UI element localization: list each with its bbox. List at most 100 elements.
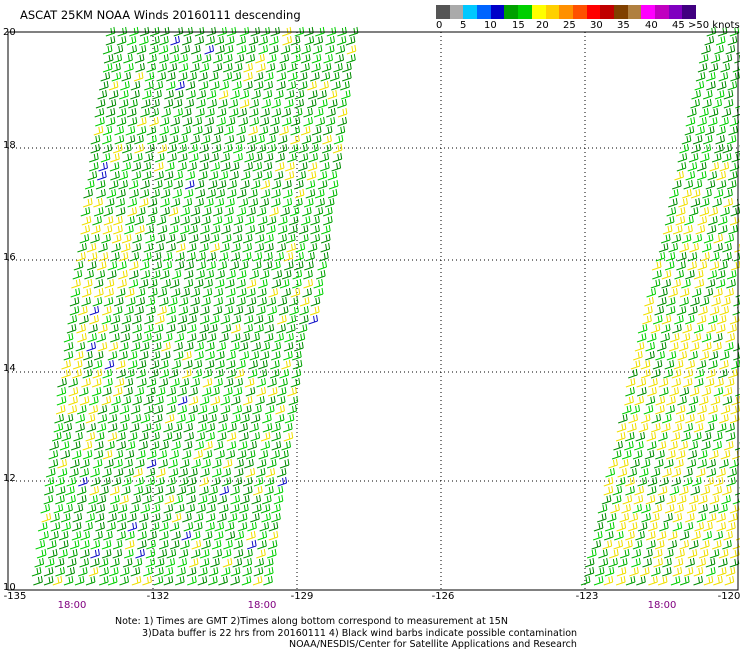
wind-barb bbox=[215, 449, 225, 460]
wind-barb bbox=[67, 314, 78, 325]
wind-barb bbox=[259, 197, 270, 208]
wind-barb bbox=[209, 80, 220, 91]
wind-barb bbox=[306, 98, 317, 109]
wind-barb bbox=[73, 503, 84, 514]
wind-barb bbox=[603, 575, 614, 586]
wind-barb bbox=[663, 548, 674, 559]
wind-barb bbox=[186, 251, 196, 262]
wind-barb bbox=[707, 413, 718, 424]
wind-barb bbox=[223, 44, 234, 55]
wind-barb bbox=[273, 170, 284, 181]
wind-barb bbox=[105, 116, 116, 127]
wind-barb bbox=[646, 287, 657, 298]
lat-tick-label: 12 bbox=[3, 473, 16, 484]
wind-barb bbox=[640, 458, 651, 469]
wind-barb bbox=[244, 305, 255, 316]
wind-barb bbox=[163, 98, 174, 109]
wind-barb bbox=[158, 377, 169, 388]
wind-barb bbox=[137, 530, 147, 541]
wind-barb bbox=[199, 62, 210, 73]
wind-barb bbox=[58, 530, 69, 541]
wind-barb bbox=[336, 35, 347, 46]
wind-barb bbox=[112, 143, 123, 154]
wind-barb bbox=[94, 287, 104, 298]
wind-barb bbox=[213, 287, 224, 298]
wind-barb bbox=[98, 242, 108, 253]
wind-barb bbox=[716, 422, 727, 433]
wind-barb bbox=[641, 368, 651, 379]
wind-barb bbox=[108, 80, 119, 91]
wind-barb bbox=[248, 125, 258, 136]
wind-barb bbox=[63, 413, 74, 424]
wind-barb bbox=[116, 368, 126, 379]
wind-barb bbox=[93, 125, 104, 136]
wind-barb bbox=[669, 386, 679, 397]
wind-barb bbox=[101, 548, 112, 559]
wind-barb bbox=[199, 305, 210, 316]
wind-barb bbox=[185, 80, 196, 91]
wind-barb bbox=[73, 260, 84, 271]
wind-barb bbox=[307, 89, 318, 100]
wind-barb bbox=[108, 179, 119, 190]
wind-barb bbox=[162, 332, 173, 343]
wind-barb bbox=[71, 278, 81, 289]
wind-barb bbox=[258, 449, 269, 460]
wind-barb bbox=[103, 53, 114, 64]
wind-barb bbox=[166, 314, 177, 325]
wind-barb bbox=[168, 134, 179, 145]
wind-barb bbox=[259, 116, 270, 127]
wind-barb bbox=[257, 368, 268, 379]
wind-barb bbox=[118, 350, 128, 361]
wind-barb bbox=[86, 503, 97, 514]
wind-barb bbox=[248, 197, 259, 208]
wind-barb bbox=[54, 476, 65, 487]
wind-barb bbox=[335, 44, 346, 55]
wind-barb bbox=[197, 170, 208, 181]
wind-barb bbox=[102, 143, 113, 154]
wind-barb bbox=[152, 413, 163, 424]
wind-barb bbox=[150, 98, 160, 109]
wind-barb bbox=[199, 557, 210, 568]
wind-barb bbox=[128, 269, 139, 280]
wind-barb bbox=[687, 251, 698, 262]
wind-barb bbox=[693, 422, 704, 433]
wind-barb bbox=[77, 332, 87, 343]
wind-barb bbox=[650, 368, 661, 379]
wind-barb bbox=[158, 521, 169, 532]
wind-barb bbox=[159, 116, 170, 127]
wind-barb bbox=[85, 575, 96, 586]
wind-barb bbox=[262, 422, 273, 433]
wind-barb bbox=[624, 431, 635, 442]
wind-barb bbox=[283, 251, 294, 262]
wind-barb bbox=[165, 323, 176, 334]
wind-barb bbox=[321, 224, 331, 235]
wind-barb bbox=[44, 476, 55, 487]
wind-barb bbox=[608, 557, 618, 568]
wind-barb bbox=[200, 134, 211, 145]
wind-barb bbox=[662, 467, 672, 478]
wind-barb bbox=[161, 341, 171, 352]
wind-barb bbox=[716, 314, 727, 325]
wind-barb bbox=[271, 188, 281, 199]
wind-barb bbox=[221, 467, 231, 478]
wind-barb bbox=[340, 80, 350, 91]
wind-barb bbox=[271, 341, 282, 352]
wind-barb bbox=[266, 458, 277, 469]
wind-barb bbox=[637, 521, 648, 532]
wind-barb bbox=[110, 152, 120, 163]
wind-barb bbox=[125, 530, 135, 541]
wind-barb bbox=[298, 152, 309, 163]
wind-barb bbox=[168, 206, 179, 217]
wind-barbs bbox=[31, 26, 740, 586]
wind-barb bbox=[66, 557, 77, 568]
wind-barb bbox=[671, 179, 682, 190]
wind-barb bbox=[90, 467, 100, 478]
wind-barb bbox=[224, 35, 235, 46]
wind-barb bbox=[117, 260, 127, 271]
wind-barb bbox=[671, 278, 681, 289]
wind-barb bbox=[715, 134, 725, 145]
wind-barb bbox=[145, 215, 156, 226]
wind-barb bbox=[704, 422, 715, 433]
wind-barb bbox=[69, 296, 80, 307]
colorbar-swatch bbox=[572, 5, 587, 19]
